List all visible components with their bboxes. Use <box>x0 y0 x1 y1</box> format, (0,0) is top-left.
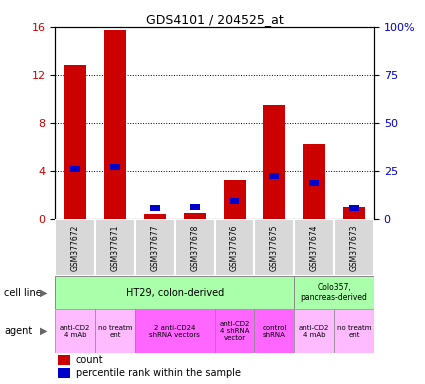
Text: anti-CD2
4 mAb: anti-CD2 4 mAb <box>60 325 91 338</box>
Bar <box>294 309 334 353</box>
Text: agent: agent <box>4 326 32 336</box>
Bar <box>215 219 255 276</box>
Text: GSM377678: GSM377678 <box>190 225 199 271</box>
Bar <box>334 309 374 353</box>
Bar <box>70 166 80 172</box>
Bar <box>215 309 255 353</box>
Text: GSM377673: GSM377673 <box>350 224 359 271</box>
Bar <box>190 204 200 210</box>
Bar <box>184 213 206 219</box>
Text: cell line: cell line <box>4 288 42 298</box>
Bar <box>95 309 135 353</box>
Bar <box>255 309 294 353</box>
Bar <box>255 219 294 276</box>
Bar <box>294 276 374 309</box>
Bar <box>104 30 126 219</box>
Text: GSM377674: GSM377674 <box>310 224 319 271</box>
Text: GSM377676: GSM377676 <box>230 224 239 271</box>
Bar <box>144 214 166 219</box>
Bar <box>269 173 279 179</box>
Bar <box>55 309 95 353</box>
Text: ▶: ▶ <box>40 288 47 298</box>
Bar <box>150 205 160 212</box>
Text: Colo357,
pancreas-derived: Colo357, pancreas-derived <box>301 283 368 303</box>
Text: no treatm
ent: no treatm ent <box>337 325 371 338</box>
Bar <box>55 219 95 276</box>
Bar <box>309 180 319 187</box>
Text: anti-CD2
4 mAb: anti-CD2 4 mAb <box>299 325 329 338</box>
Text: HT29, colon-derived: HT29, colon-derived <box>126 288 224 298</box>
Bar <box>349 205 359 212</box>
Bar <box>303 144 325 219</box>
Bar <box>64 65 86 219</box>
Bar <box>264 105 285 219</box>
Text: no treatm
ent: no treatm ent <box>98 325 132 338</box>
Bar <box>224 180 246 219</box>
Bar <box>58 355 70 366</box>
Text: percentile rank within the sample: percentile rank within the sample <box>76 368 241 378</box>
Bar <box>135 309 215 353</box>
Text: count: count <box>76 355 104 365</box>
Bar <box>294 219 334 276</box>
Bar <box>58 368 70 378</box>
Text: GSM377677: GSM377677 <box>150 224 159 271</box>
Bar <box>135 219 175 276</box>
Text: control
shRNA: control shRNA <box>262 325 286 338</box>
Text: ▶: ▶ <box>40 326 47 336</box>
Text: GSM377671: GSM377671 <box>110 225 119 271</box>
Bar <box>230 198 239 204</box>
Bar <box>95 219 135 276</box>
Text: GSM377672: GSM377672 <box>71 225 79 271</box>
Text: anti-CD2
4 shRNA
vector: anti-CD2 4 shRNA vector <box>219 321 250 341</box>
Bar <box>55 276 294 309</box>
Title: GDS4101 / 204525_at: GDS4101 / 204525_at <box>146 13 283 26</box>
Text: 2 anti-CD24
shRNA vectors: 2 anti-CD24 shRNA vectors <box>149 325 200 338</box>
Bar <box>343 207 365 219</box>
Bar <box>110 164 120 170</box>
Bar <box>175 219 215 276</box>
Bar <box>334 219 374 276</box>
Text: GSM377675: GSM377675 <box>270 224 279 271</box>
